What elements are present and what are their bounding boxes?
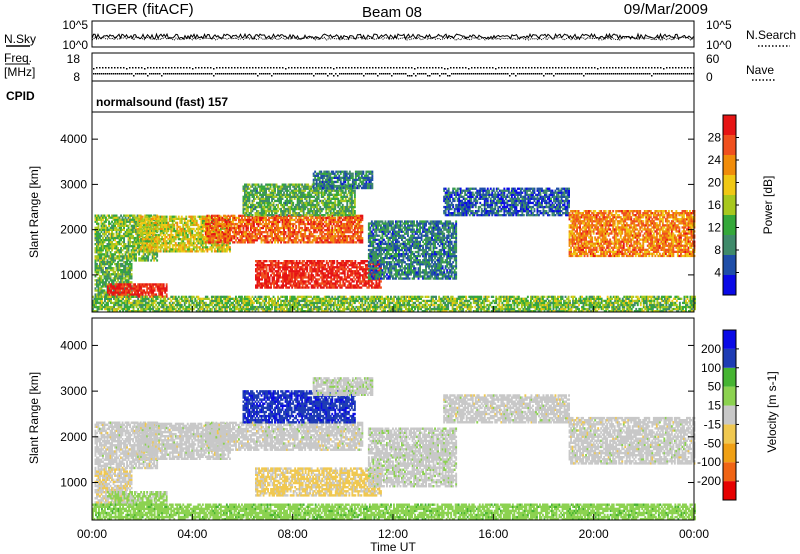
colorbar-segment xyxy=(723,115,736,135)
colorbar-segment xyxy=(723,481,736,500)
freq-unit: [MHz] xyxy=(4,65,35,79)
cpid-program: normalsound (fast) 157 xyxy=(96,95,228,109)
nave-tick-lo: 0 xyxy=(706,70,713,84)
echo-region xyxy=(255,260,382,289)
colorbar-segment xyxy=(723,424,736,443)
freq-tick-hi: 18 xyxy=(67,52,81,66)
nsearch-label: N.Search xyxy=(746,28,796,42)
x-tick-label: 08:00 xyxy=(278,527,308,541)
velocity-y-axis-label: Slant Range [km] xyxy=(27,372,41,464)
colorbar-tick-label: -50 xyxy=(704,436,722,450)
colorbar-segment xyxy=(723,195,736,215)
cpid-panel: CPID normalsound (fast) 157 xyxy=(6,81,694,112)
freq-label: Freq. xyxy=(4,51,32,65)
colorbar-segment xyxy=(723,235,736,255)
colorbar-segment xyxy=(723,135,736,155)
colorbar-tick-label: 16 xyxy=(708,198,722,212)
y-tick-label: 1000 xyxy=(60,476,87,490)
freq-panel: Freq. [MHz] 18 8 60 0 Nave xyxy=(4,51,776,84)
colorbar-tick-label: -200 xyxy=(697,474,721,488)
echo-region xyxy=(205,422,363,451)
colorbar-segment xyxy=(723,330,736,349)
power-panel: 1000 2000 3000 4000 Slant Range [km] 4 8 12 16… xyxy=(27,112,775,312)
colorbar-segment xyxy=(723,406,736,425)
echo-region xyxy=(92,504,696,521)
echo-region xyxy=(443,188,570,217)
frequency-trace xyxy=(93,67,695,70)
colorbar-segment xyxy=(723,175,736,195)
nsearch-tick-hi: 10^5 xyxy=(706,18,732,32)
power-colorbar-label: Power [dB] xyxy=(761,176,775,235)
x-tick-label: 12:00 xyxy=(378,527,408,541)
y-tick-label: 2000 xyxy=(60,430,87,444)
colorbar-segment xyxy=(723,275,736,295)
echo-region xyxy=(107,283,168,298)
y-tick-label: 3000 xyxy=(60,177,87,191)
x-tick-label: 00:00 xyxy=(679,527,709,541)
colorbar-segment xyxy=(723,443,736,462)
y-tick-label: 2000 xyxy=(60,223,87,237)
cpid-label: CPID xyxy=(6,89,35,103)
y-tick-label: 4000 xyxy=(60,338,87,352)
velocity-colorbar-label: Velocity [m s-1] xyxy=(765,371,779,452)
colorbar-tick-label: 100 xyxy=(701,361,721,375)
x-tick-label: 04:00 xyxy=(177,527,207,541)
echo-region xyxy=(205,215,363,244)
colorbar-segment xyxy=(723,462,736,481)
echo-region xyxy=(92,296,696,313)
beam-label: Beam 08 xyxy=(362,4,422,21)
colorbar-segment xyxy=(723,387,736,406)
echo-region xyxy=(313,377,374,396)
velocity-panel: 1000 2000 3000 4000 Slant Range [km] 00:00 0… xyxy=(27,318,779,541)
echo-region xyxy=(569,417,696,465)
echo-region xyxy=(368,220,457,279)
echo-region xyxy=(255,467,382,496)
colorbar-tick-label: 20 xyxy=(708,176,722,190)
colorbar-tick-label: 28 xyxy=(708,131,722,145)
superdarn-rti-plot: TIGER (fitACF) Beam 08 09/Mar/2009 N.Sky… xyxy=(0,0,800,554)
colorbar-tick-label: -100 xyxy=(697,455,721,469)
nsearch-tick-lo: 10^0 xyxy=(706,38,732,52)
colorbar-tick-label: 12 xyxy=(708,221,722,235)
colorbar-tick-label: 200 xyxy=(701,342,721,356)
colorbar-segment xyxy=(723,155,736,175)
nsky-tick-lo: 10^0 xyxy=(62,38,88,52)
noise-panel: N.Sky 10^5 10^0 10^5 10^0 N.Search xyxy=(4,18,796,52)
y-tick-label: 3000 xyxy=(60,384,87,398)
nsky-label: N.Sky xyxy=(4,32,36,46)
echo-region xyxy=(368,428,457,488)
y-tick-label: 4000 xyxy=(60,132,87,146)
freq-tick-lo: 8 xyxy=(73,70,80,84)
nave-trace xyxy=(93,73,695,77)
echo-region xyxy=(107,491,168,506)
colorbar-tick-label: 8 xyxy=(714,243,721,257)
nsky-tick-hi: 10^5 xyxy=(62,18,88,32)
colorbar-segment xyxy=(723,368,736,387)
date-label: 09/Mar/2009 xyxy=(624,1,708,18)
echo-region xyxy=(443,394,570,423)
power-y-axis-label: Slant Range [km] xyxy=(27,166,41,258)
nave-label: Nave xyxy=(746,63,774,77)
colorbar-segment xyxy=(723,215,736,235)
echo-region xyxy=(313,171,374,190)
colorbar-tick-label: 15 xyxy=(708,399,722,413)
nave-tick-hi: 60 xyxy=(706,52,720,66)
x-tick-label: 00:00 xyxy=(77,527,107,541)
echo-region xyxy=(569,210,696,257)
x-tick-label: 20:00 xyxy=(579,527,609,541)
colorbar-segment xyxy=(723,255,736,275)
colorbar-segment xyxy=(723,349,736,368)
y-tick-label: 1000 xyxy=(60,268,87,282)
colorbar-tick-label: -15 xyxy=(704,417,722,431)
radar-title: TIGER (fitACF) xyxy=(92,1,194,18)
x-axis-label: Time UT xyxy=(370,540,416,554)
x-tick-label: 16:00 xyxy=(478,527,508,541)
colorbar-tick-label: 4 xyxy=(714,266,721,280)
colorbar-tick-label: 24 xyxy=(708,153,722,167)
colorbar-tick-label: 50 xyxy=(708,380,722,394)
